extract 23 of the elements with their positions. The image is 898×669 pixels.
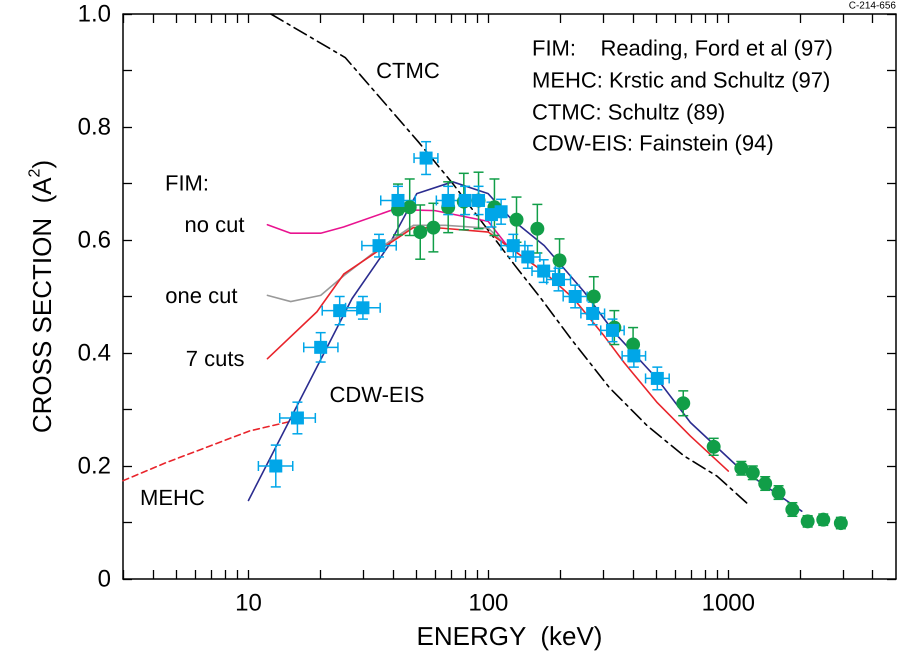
y-tick-label: 0.2 <box>78 452 111 480</box>
x-tick-label: 1000 <box>702 590 755 616</box>
annotation: CDW-EIS: Fainstein (94) <box>532 130 774 156</box>
annotation: FIM: Reading, Ford et al (97) <box>532 36 833 60</box>
annotation: FIM: <box>165 170 209 196</box>
x-axis-title: ENERGY (keV) <box>416 621 602 651</box>
series-label: MEHC <box>140 485 205 510</box>
y-tick-label: 0.6 <box>78 226 111 254</box>
y-tick-label: 0.4 <box>78 340 111 366</box>
y-tick-label: 1.0 <box>78 0 111 28</box>
text: C-214-656 <box>848 0 896 12</box>
y-axis-title: CROSS SECTION (A2) <box>26 160 57 434</box>
annotation: MEHC: Krstic and Schultz (97) <box>532 68 830 92</box>
y-tick-label: 0 <box>98 566 111 592</box>
x-tick-label: 100 <box>468 590 508 616</box>
annotation: CTMC: Schultz (89) <box>532 100 726 124</box>
series-label: CTMC <box>376 58 440 84</box>
y-tick-label: 0.8 <box>78 114 111 140</box>
x-tick-label: 10 <box>235 590 262 616</box>
series-label: one cut <box>165 282 238 308</box>
series-label: CDW-EIS <box>329 382 424 407</box>
series-label: no cut <box>184 212 244 238</box>
series-label: 7 cuts <box>186 346 244 372</box>
